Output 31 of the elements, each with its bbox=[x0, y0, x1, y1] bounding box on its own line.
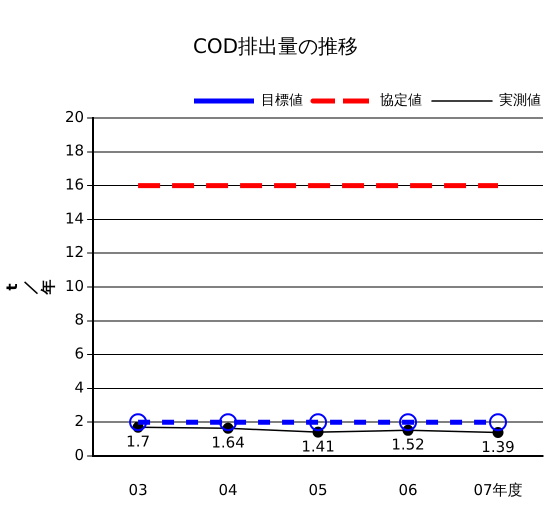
y-tick-label: 16 bbox=[64, 175, 84, 194]
point bbox=[129, 413, 148, 432]
legend-label: 目標値 bbox=[261, 92, 303, 109]
x-tick-label: 05 bbox=[308, 480, 328, 499]
y-tick-label: 12 bbox=[64, 243, 84, 262]
point bbox=[219, 413, 238, 432]
chart-title: COD排出量の推移 bbox=[192, 34, 358, 58]
point bbox=[489, 413, 508, 432]
y-tick-label: 2 bbox=[74, 412, 84, 430]
x-tick-label: 06 bbox=[398, 480, 418, 499]
y-tick-label: 8 bbox=[74, 310, 84, 329]
y-tick-label: 6 bbox=[74, 344, 84, 362]
data-label: 1.7 bbox=[126, 432, 150, 451]
y-tick-label: 20 bbox=[64, 108, 84, 126]
y-tick-label: 14 bbox=[64, 209, 84, 228]
data-label: 1.41 bbox=[301, 438, 335, 456]
data-label: 1.64 bbox=[211, 434, 245, 452]
y-tick-label: 4 bbox=[74, 378, 84, 396]
y-tick-label: 10 bbox=[64, 276, 84, 295]
data-label: 1.52 bbox=[391, 436, 425, 454]
point bbox=[399, 413, 418, 432]
data-label: 1.39 bbox=[481, 438, 515, 456]
legend-label: 協定値 bbox=[380, 92, 422, 109]
x-tick-label: 03 bbox=[128, 480, 148, 499]
legend-label: 実測値 bbox=[499, 92, 541, 109]
x-tick-label: 07年度 bbox=[473, 480, 523, 499]
point bbox=[309, 413, 328, 432]
y-tick-label: 0 bbox=[74, 446, 84, 464]
y-tick-label: 18 bbox=[64, 142, 84, 160]
y-axis-title: t／年 bbox=[2, 280, 57, 296]
x-tick-label: 04 bbox=[218, 480, 238, 499]
